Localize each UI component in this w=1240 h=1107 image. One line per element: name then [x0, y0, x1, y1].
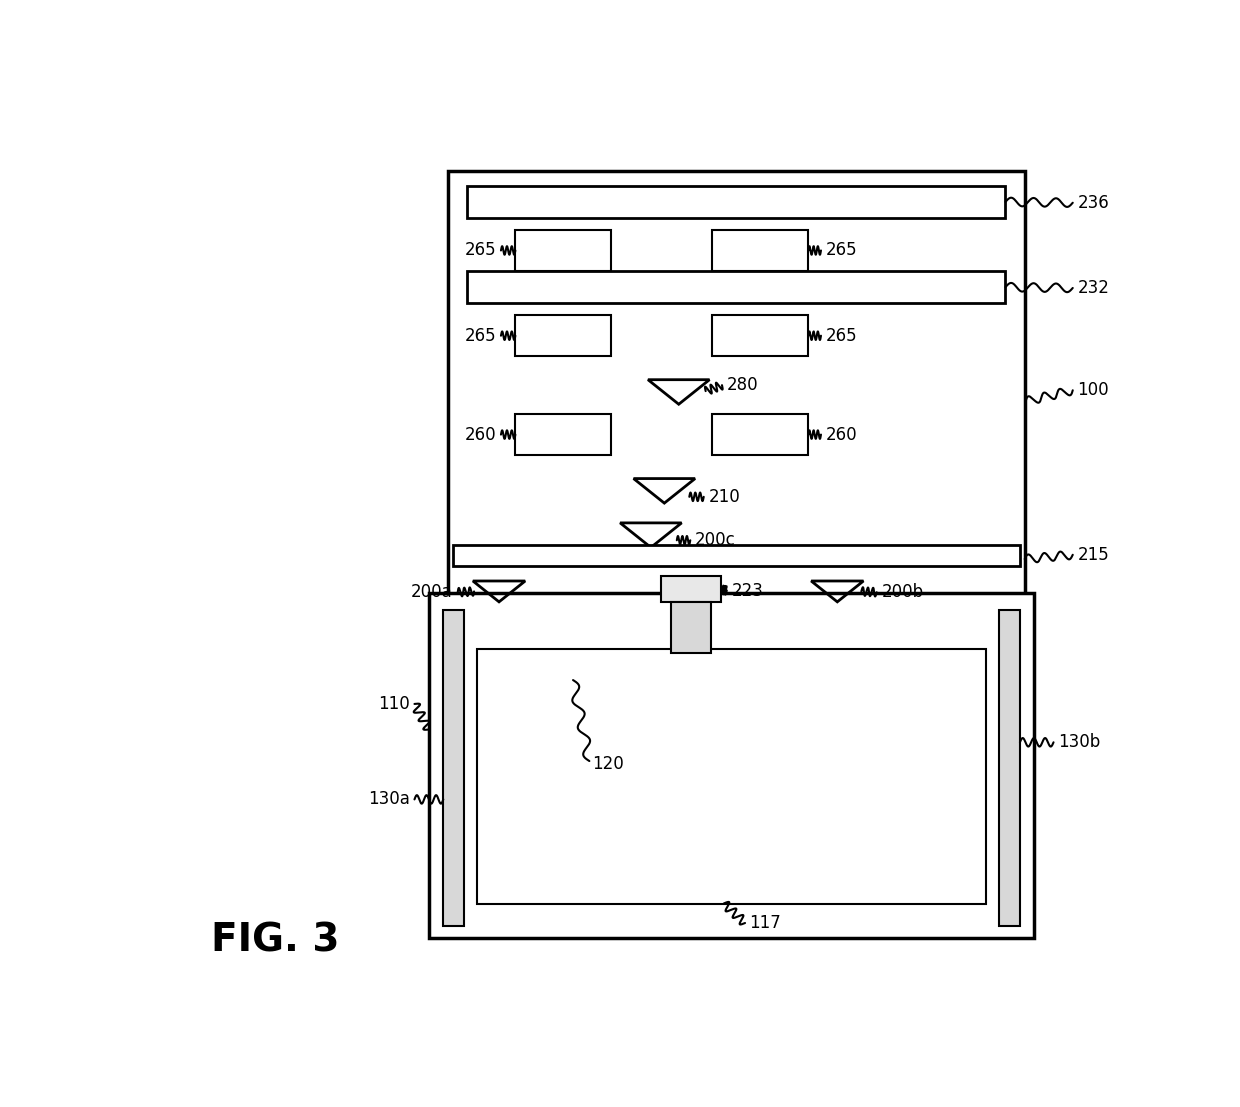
Text: 100: 100: [1078, 381, 1110, 400]
Bar: [467, 186, 1006, 218]
Text: 200b: 200b: [882, 583, 924, 601]
Bar: [453, 545, 1019, 566]
Bar: [516, 414, 611, 455]
Text: 223: 223: [732, 581, 764, 600]
Text: 260: 260: [826, 425, 857, 444]
Text: 265: 265: [465, 241, 496, 259]
Bar: [661, 576, 720, 602]
Bar: [998, 610, 1021, 925]
Text: 265: 265: [826, 241, 857, 259]
Text: 210: 210: [708, 488, 740, 506]
Bar: [448, 172, 1024, 614]
Text: 265: 265: [826, 327, 857, 344]
Bar: [467, 271, 1006, 303]
Text: 130b: 130b: [1058, 733, 1101, 752]
Text: 117: 117: [749, 914, 781, 932]
Text: 110: 110: [378, 695, 409, 713]
Bar: [516, 230, 611, 271]
Text: FIG. 3: FIG. 3: [211, 921, 340, 959]
Bar: [477, 649, 986, 904]
Text: 236: 236: [1078, 194, 1110, 211]
Text: 260: 260: [465, 425, 496, 444]
Text: 200a: 200a: [412, 583, 453, 601]
Bar: [712, 414, 808, 455]
Text: 232: 232: [1078, 279, 1110, 297]
Text: 130a: 130a: [368, 790, 409, 808]
Text: 200c: 200c: [696, 531, 735, 549]
Text: 215: 215: [1078, 546, 1110, 563]
Bar: [516, 315, 611, 356]
Text: 280: 280: [727, 376, 759, 394]
Bar: [712, 315, 808, 356]
Bar: [429, 593, 1034, 939]
Text: 265: 265: [465, 327, 496, 344]
Bar: [712, 230, 808, 271]
Text: 120: 120: [593, 755, 624, 773]
Bar: [444, 610, 465, 925]
Bar: [671, 602, 712, 653]
